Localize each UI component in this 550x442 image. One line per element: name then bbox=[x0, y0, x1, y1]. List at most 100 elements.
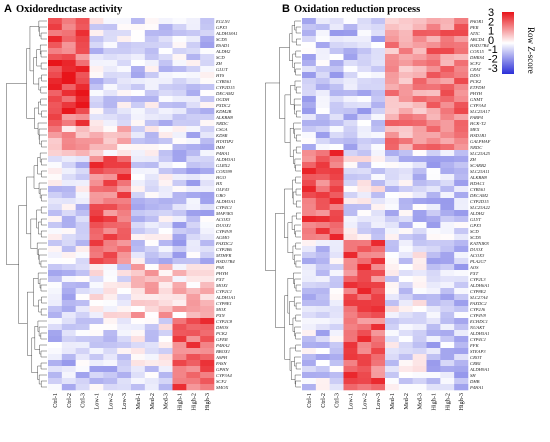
gene-label: HTATIP2 bbox=[215, 139, 234, 144]
heatmap-cell bbox=[371, 264, 386, 271]
heatmap-cell bbox=[172, 372, 187, 379]
gene-label: GLRX2 bbox=[216, 163, 230, 168]
heatmap-cell bbox=[48, 282, 63, 289]
heatmap-cell bbox=[343, 366, 358, 373]
heatmap-cell bbox=[343, 300, 358, 307]
heatmap-cell bbox=[315, 156, 330, 163]
heatmap-cell bbox=[144, 114, 159, 121]
heatmap-cell bbox=[302, 36, 317, 43]
heatmap-cell bbox=[454, 18, 469, 25]
heatmap-cell bbox=[186, 318, 201, 325]
heatmap-cell bbox=[302, 204, 317, 211]
heatmap-cell bbox=[315, 192, 330, 199]
dendrogram-branch bbox=[40, 86, 47, 94]
sample-label: High-3 bbox=[204, 393, 211, 411]
heatmap-cell bbox=[103, 270, 118, 277]
gene-label: MOX bbox=[215, 307, 226, 312]
dendrogram-branch bbox=[295, 50, 301, 58]
gene-label: CYP2L3 bbox=[470, 277, 486, 282]
heatmap-cell bbox=[61, 54, 76, 61]
heatmap-cell bbox=[315, 222, 330, 229]
heatmap-cell bbox=[329, 354, 344, 361]
heatmap-cell bbox=[440, 198, 455, 205]
heatmap-cell bbox=[302, 168, 317, 175]
heatmap-cell bbox=[75, 36, 90, 43]
heatmap-cell bbox=[200, 174, 215, 181]
heatmap-cell bbox=[61, 126, 76, 133]
heatmap-cell bbox=[200, 354, 215, 361]
heatmap-cell bbox=[454, 138, 469, 145]
heatmap-cell bbox=[371, 126, 386, 133]
heatmap-cell bbox=[357, 102, 372, 109]
heatmap-cell bbox=[371, 324, 386, 331]
heatmap-cell bbox=[158, 234, 173, 241]
heatmap-cell bbox=[75, 264, 90, 271]
heatmap-cell bbox=[357, 48, 372, 55]
heatmap-cell bbox=[426, 336, 441, 343]
heatmap-cell bbox=[200, 102, 215, 109]
heatmap-cell bbox=[302, 282, 317, 289]
heatmap-cell bbox=[440, 60, 455, 67]
heatmap-cell bbox=[158, 138, 173, 145]
heatmap-cell bbox=[61, 168, 76, 175]
dendrogram-branch bbox=[296, 110, 301, 118]
heatmap-cell bbox=[315, 18, 330, 25]
heatmap-cell bbox=[371, 204, 386, 211]
heatmap-cell bbox=[103, 276, 118, 283]
heatmap-cell bbox=[103, 294, 118, 301]
heatmap-cell bbox=[200, 42, 215, 49]
heatmap-cell bbox=[371, 72, 386, 79]
heatmap-cell bbox=[89, 168, 104, 175]
sample-label: High-2 bbox=[190, 393, 197, 411]
heatmap-cell bbox=[75, 186, 90, 193]
heatmap-cell bbox=[200, 222, 215, 229]
heatmap-cell bbox=[200, 264, 215, 271]
dendrogram-branch bbox=[292, 245, 296, 260]
heatmap-cell bbox=[61, 294, 76, 301]
heatmap-cell bbox=[412, 240, 427, 247]
heatmap-cell bbox=[186, 102, 201, 109]
heatmap-cell bbox=[186, 330, 201, 337]
heatmap-cell bbox=[454, 312, 469, 319]
gene-label: CRB1 bbox=[470, 361, 481, 366]
heatmap-cell bbox=[343, 120, 358, 127]
heatmap-cell bbox=[398, 162, 413, 169]
heatmap-cell bbox=[48, 336, 63, 343]
heatmap-cell bbox=[186, 192, 201, 199]
heatmap-cell bbox=[412, 348, 427, 355]
heatmap-cell bbox=[302, 150, 317, 157]
gene-label: FXT bbox=[469, 271, 479, 276]
heatmap-cell bbox=[385, 204, 400, 211]
heatmap-cell bbox=[158, 294, 173, 301]
heatmap-cell bbox=[75, 330, 90, 337]
heatmap-cell bbox=[200, 132, 215, 139]
heatmap-cell bbox=[371, 192, 386, 199]
heatmap-cell bbox=[158, 210, 173, 217]
heatmap-cell bbox=[200, 60, 215, 67]
heatmap-cell bbox=[371, 174, 386, 181]
heatmap-cell bbox=[117, 18, 132, 25]
heatmap-cell bbox=[343, 144, 358, 151]
gene-label: IMH bbox=[215, 145, 225, 150]
heatmap-cell bbox=[103, 30, 118, 37]
heatmap-cell bbox=[61, 144, 76, 151]
heatmap-cell bbox=[61, 336, 76, 343]
heatmap-cell bbox=[144, 372, 159, 379]
heatmap-cell bbox=[186, 108, 201, 115]
heatmap-cell bbox=[385, 54, 400, 61]
sample-label: Ctrl-3 bbox=[334, 393, 341, 408]
heatmap-cell bbox=[158, 228, 173, 235]
heatmap-cell bbox=[357, 150, 372, 157]
gene-label: PXDC2 bbox=[215, 103, 231, 108]
heatmap-cell bbox=[426, 360, 441, 367]
heatmap-cell bbox=[186, 78, 201, 85]
heatmap-cell bbox=[398, 96, 413, 103]
heatmap-cell bbox=[200, 150, 215, 157]
dendrogram-branch bbox=[33, 278, 39, 307]
heatmap-cell bbox=[454, 276, 469, 283]
gene-label: ABCD4 bbox=[469, 37, 485, 42]
heatmap-cell bbox=[144, 102, 159, 109]
heatmap-cell bbox=[329, 96, 344, 103]
heatmap-cell bbox=[315, 198, 330, 205]
heatmap-cell bbox=[75, 192, 90, 199]
